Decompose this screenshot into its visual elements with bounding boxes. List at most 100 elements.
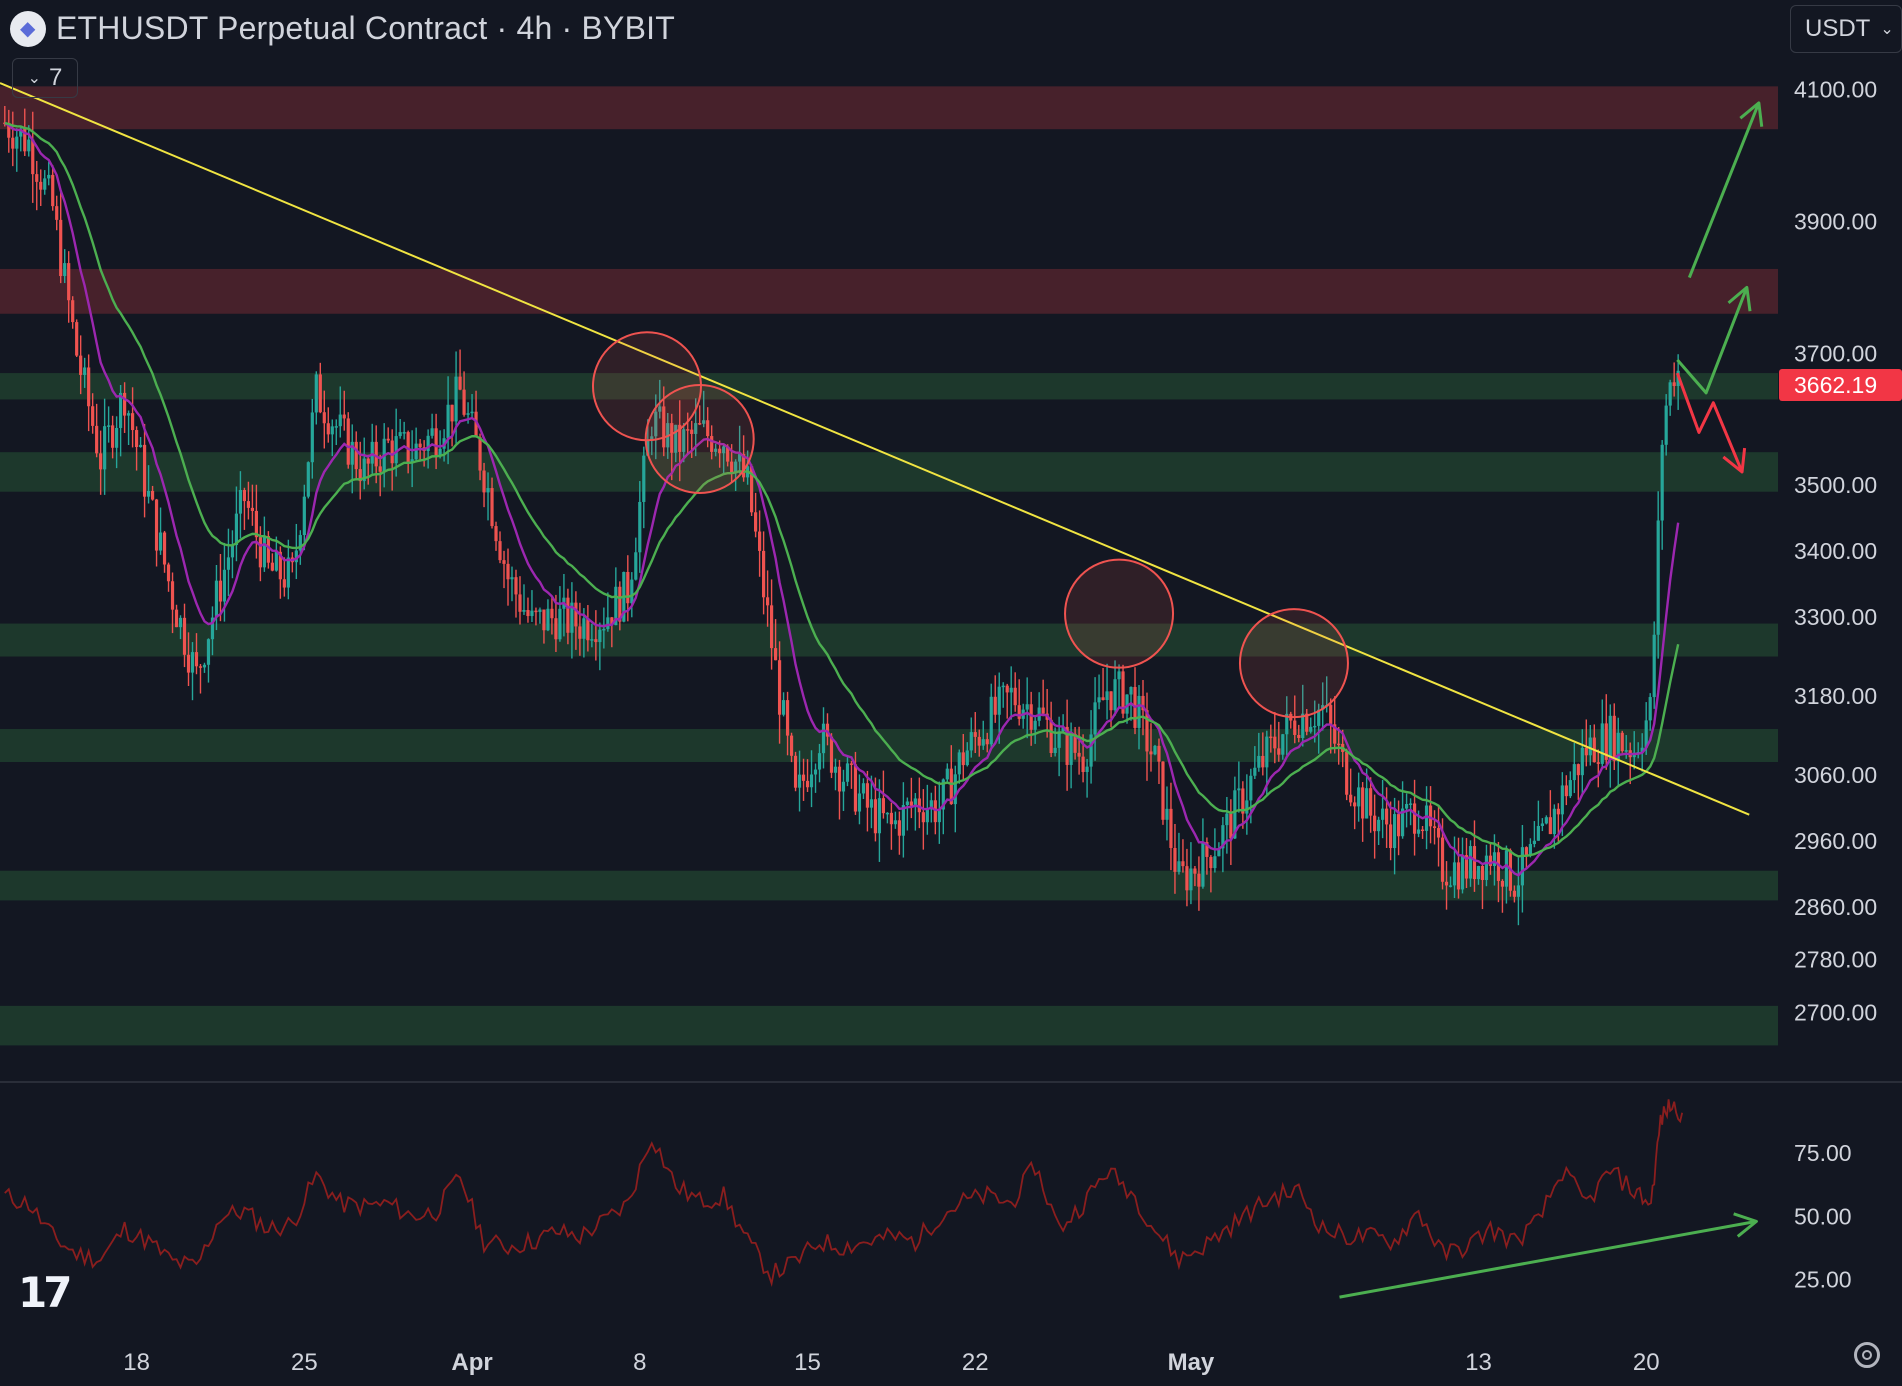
rsi-axis[interactable]: 75.00 50.00 25.00: [1794, 1140, 1852, 1292]
candle-body: [1572, 764, 1576, 781]
candle-body: [1484, 855, 1489, 880]
candle-body: [1145, 710, 1149, 752]
candle-body: [1209, 856, 1213, 869]
candle-body: [1389, 824, 1393, 849]
candle-body: [1644, 720, 1648, 748]
candle-body: [166, 564, 171, 582]
rejection-circle-3: [1238, 608, 1349, 719]
candle-body: [23, 128, 27, 152]
candle-body: [1181, 861, 1185, 867]
resistance-zone-1: [0, 268, 1778, 314]
candle-body: [590, 639, 594, 641]
candle-body: [130, 413, 135, 431]
candle-body: [27, 139, 31, 152]
candle-body: [742, 454, 746, 478]
candle-body: [1297, 734, 1301, 739]
candle-body: [750, 466, 754, 513]
candle-body: [286, 557, 290, 588]
candle-body: [781, 700, 786, 715]
candle-body: [813, 769, 818, 775]
time-axis[interactable]: 18 25 Apr 8 15 22 May 13 20: [123, 1349, 1659, 1376]
tradingview-logo-icon[interactable]: 17: [18, 1268, 72, 1317]
candle-body: [1245, 800, 1249, 814]
candle-body: [1277, 748, 1281, 755]
price-tick-label: 2780.00: [1794, 947, 1877, 973]
candle-body: [686, 429, 690, 431]
candle-body: [1488, 855, 1493, 866]
price-tick-label: 3180.00: [1794, 683, 1877, 709]
candle-body: [154, 499, 159, 551]
candle-body: [1105, 691, 1109, 701]
candle-body: [805, 780, 810, 788]
gear-icon[interactable]: [1854, 1342, 1880, 1368]
candle-body: [889, 812, 893, 825]
candle-body: [342, 414, 346, 419]
candle-body: [893, 820, 897, 825]
price-tick-label: 2960.00: [1794, 828, 1877, 854]
candle-body: [1412, 803, 1417, 834]
candle-body: [374, 441, 378, 467]
currency-dropdown[interactable]: USDT ⌄: [1790, 5, 1902, 53]
candle-body: [602, 628, 606, 631]
candle-body: [1001, 685, 1005, 688]
candle-body: [458, 376, 462, 390]
price-zones: [0, 86, 1778, 1046]
candle-body: [79, 355, 83, 375]
candle-body: [434, 428, 438, 456]
candle-body: [1588, 737, 1592, 756]
time-tick-label: 18: [123, 1349, 150, 1376]
candle-body: [789, 735, 794, 756]
candle-body: [134, 430, 139, 448]
rsi-tick-label: 50.00: [1794, 1203, 1852, 1229]
candle-body: [606, 617, 610, 629]
candle-body: [925, 809, 929, 823]
candle-body: [1229, 813, 1233, 839]
candle-body: [913, 798, 917, 806]
candle-body: [494, 526, 498, 542]
rsi-divergence-arrow: [1339, 1219, 1757, 1299]
candle-body: [1432, 826, 1437, 829]
candle-body: [865, 783, 870, 808]
candle-body: [873, 799, 878, 834]
candle-body: [530, 610, 534, 617]
candle-body: [1504, 850, 1509, 887]
candle-body: [722, 446, 726, 454]
candle-body: [658, 406, 662, 412]
candle-body: [1313, 725, 1317, 728]
candle-body: [610, 617, 614, 626]
candle-body: [446, 404, 450, 439]
slow-ma-line: [4, 121, 1680, 858]
candle-body: [107, 425, 111, 427]
support-zone-3: [0, 452, 1778, 492]
candle-body: [1173, 847, 1177, 872]
time-tick-label: 25: [291, 1349, 318, 1376]
candle-body: [1225, 813, 1229, 826]
candle-body: [1377, 819, 1381, 832]
candle-body: [1333, 724, 1337, 744]
candle-body: [482, 470, 486, 493]
candle-body: [917, 798, 921, 813]
candle-body: [726, 446, 730, 462]
candle-body: [1125, 694, 1129, 714]
candle-body: [75, 322, 79, 356]
candle-body: [1416, 829, 1421, 834]
candle-body: [1353, 802, 1357, 807]
time-tick-label: Apr: [451, 1349, 492, 1376]
price-tick-label: 3500.00: [1794, 472, 1877, 498]
price-axis[interactable]: 4100.00 3900.00 3700.00 3500.00 3400.00 3300.…: [1794, 77, 1877, 1026]
candle-body: [378, 466, 382, 472]
candle-body: [1329, 705, 1333, 725]
candle-body: [178, 617, 183, 628]
candle-body: [346, 418, 350, 465]
indicators-toggle-button[interactable]: ⌄ 7: [12, 58, 78, 98]
candle-body: [370, 441, 374, 464]
candle-body: [554, 618, 558, 640]
candle-body: [997, 686, 1001, 715]
candle-body: [981, 739, 985, 746]
descending-trendline: [0, 82, 1750, 816]
candle-body: [1345, 751, 1349, 795]
candle-body: [1424, 805, 1429, 831]
candle-body: [1029, 704, 1033, 730]
candle-body: [546, 608, 550, 631]
